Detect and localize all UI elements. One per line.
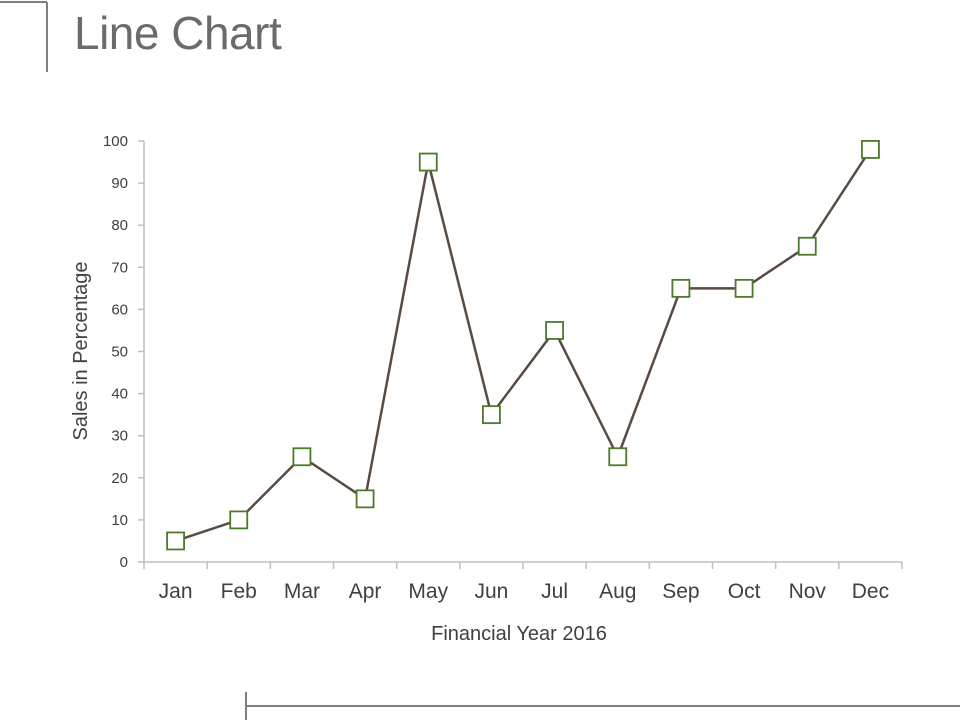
- data-point-marker: [734, 278, 754, 298]
- data-point-marker: [292, 447, 312, 467]
- data-point-marker: [166, 531, 185, 551]
- x-tick-label: Nov: [789, 580, 827, 603]
- y-tick-label: 30: [111, 428, 128, 445]
- data-point-marker: [861, 140, 880, 159]
- y-axis-title: Sales in Percentage: [70, 261, 92, 440]
- y-tick-label: 40: [111, 386, 128, 403]
- markers-layer: [166, 140, 880, 551]
- y-tick-label: 70: [111, 259, 128, 276]
- x-tick-label: Oct: [728, 580, 761, 603]
- x-tick-label: Mar: [284, 580, 320, 603]
- x-tick-label: Jul: [541, 580, 568, 603]
- series-line-layer: [175, 148, 872, 543]
- data-point-marker: [797, 236, 817, 256]
- data-point-marker: [482, 405, 501, 425]
- x-tick-label: Dec: [852, 580, 889, 603]
- x-tick-label: Feb: [221, 580, 257, 603]
- y-tick-label: 10: [111, 512, 128, 529]
- x-axis-title: Financial Year 2016: [431, 623, 607, 645]
- data-point-marker: [671, 278, 691, 298]
- data-point-marker: [355, 489, 375, 509]
- y-tick-label: 60: [111, 301, 128, 318]
- data-point-marker: [418, 152, 438, 172]
- y-tick-label: 90: [111, 175, 128, 192]
- data-point-marker: [545, 321, 564, 340]
- page-title: Line Chart: [74, 7, 282, 59]
- y-tick-label: 80: [111, 217, 128, 234]
- x-tick-label: May: [408, 580, 448, 603]
- y-tick-label: 100: [103, 133, 128, 150]
- y-tick-label: 20: [111, 470, 128, 487]
- x-tick-label: Aug: [599, 580, 636, 603]
- x-tick-label: Apr: [349, 580, 382, 603]
- y-tick-label: 0: [120, 554, 128, 571]
- x-tick-label: Jun: [474, 580, 508, 603]
- labels-layer: 0 10 20 30 40 50 60 70 80 90 100 Jan Feb Mar Apr May Jun…: [103, 133, 889, 603]
- x-tick-label: Sep: [662, 580, 699, 603]
- data-point-marker: [608, 447, 628, 467]
- series-line: [175, 148, 872, 543]
- data-point-marker: [229, 510, 249, 530]
- y-tick-label: 50: [111, 344, 128, 361]
- x-tick-label: Jan: [159, 580, 193, 603]
- axes-layer: [138, 140, 903, 569]
